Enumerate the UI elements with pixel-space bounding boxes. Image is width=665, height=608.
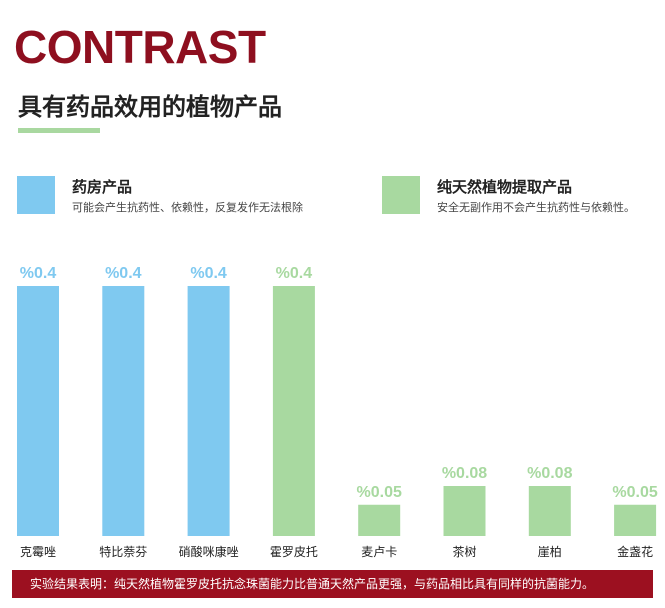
bar-chart: %0.4 克霉唑 %0.4 特比萘芬 %0.4 硝酸咪康唑 %0.4 霍罗皮托 %0.05 麦卢卡… [17,265,658,559]
bar-2 [187,286,230,536]
bar-6 [528,486,571,536]
category-label-4: 麦卢卡 [361,544,397,559]
category-label-2: 硝酸咪康唑 [179,544,239,559]
data-label-5: %0.08 [442,465,487,482]
bar-4 [358,504,401,536]
category-label-6: 崖柏 [538,544,562,559]
bar-7 [614,504,657,536]
data-label-2: %0.4 [190,265,227,282]
category-label-0: 克霉唑 [20,545,56,559]
category-label-1: 特比萘芬 [99,544,147,559]
bar-1 [102,286,145,536]
category-label-5: 茶树 [452,544,476,559]
legend-title-pharmacy: 药房产品 [72,178,133,196]
data-label-4: %0.05 [357,484,402,501]
legend-swatch-pharmacy [17,176,55,214]
data-label-7: %0.05 [612,484,657,501]
legend-desc-pharmacy: 可能会产生抗药性、依赖性，反复发作无法根除 [72,201,303,214]
bar-5 [443,486,486,536]
legend-title-plant: 纯天然植物提取产品 [437,178,573,196]
data-label-0: %0.4 [20,265,57,282]
footer-banner: 实验结果表明：纯天然植物霍罗皮托抗念珠菌能力比普通天然产品更强，与药品相比具有同… [12,570,653,598]
data-label-3: %0.4 [276,265,313,282]
category-label-7: 金盏花 [617,544,653,559]
data-label-6: %0.08 [527,465,572,482]
legend-desc-plant: 安全无副作用不会产生抗药性与依赖性。 [437,201,635,214]
category-label-3: 霍罗皮托 [270,545,318,559]
legend-swatch-plant [382,176,420,214]
data-label-1: %0.4 [105,265,142,282]
bar-3 [272,286,315,536]
subtitle-underline [18,128,100,133]
page-title: CONTRAST [14,21,266,73]
bar-0 [17,286,59,536]
page-subtitle: 具有药品效用的植物产品 [18,93,282,121]
